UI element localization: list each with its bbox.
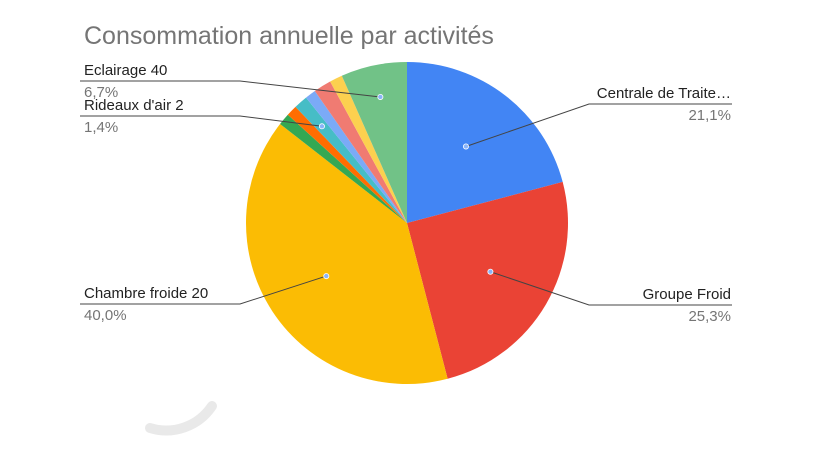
slice-percent-rideaux-d-air-2: 1,4% — [84, 119, 118, 136]
leader-line-rideaux-d-air-2 — [80, 115, 322, 127]
leader-line-groupe-froid — [490, 271, 732, 306]
pie-slice-4[interactable] — [287, 106, 407, 223]
leader-dot-chambre-froide-20 — [323, 273, 330, 280]
slice-label-rideaux-d-air-2: Rideaux d'air 2 — [84, 97, 184, 114]
pie-slice-8[interactable] — [330, 75, 407, 223]
slice-percent-eclairage-40: 6,7% — [84, 84, 118, 101]
leader-line-chambre-froide-20 — [80, 275, 327, 305]
leader-dot-centrale-de-traite — [462, 143, 469, 150]
leader-dot-rideaux-d-air-2 — [318, 123, 325, 130]
slice-percent-chambre-froide-20: 40,0% — [84, 307, 127, 324]
leader-line-eclairage-40 — [80, 80, 381, 98]
slice-percent-centrale-de-traite: 21,1% — [688, 107, 731, 124]
pie-slice-3[interactable] — [280, 114, 407, 223]
pie-slices — [246, 62, 568, 384]
loading-arc-decoration — [145, 401, 217, 436]
pie-slice-6[interactable] — [306, 91, 407, 223]
slice-label-groupe-froid: Groupe Froid — [643, 286, 731, 303]
slice-label-centrale-de-traite: Centrale de Traite… — [597, 85, 731, 102]
pie-slice-7[interactable] — [314, 81, 407, 223]
pie-slice-groupe-froid[interactable] — [407, 181, 568, 379]
slice-label-eclairage-40: Eclairage 40 — [84, 62, 167, 79]
leader-dot-groupe-froid — [487, 268, 494, 275]
pie-slice-chambre-froide-20[interactable] — [246, 123, 448, 384]
slice-percent-groupe-froid: 25,3% — [688, 308, 731, 325]
slice-labels: Centrale de Traite… 21,1% Groupe Froid 25,3… — [80, 62, 732, 325]
pie-slice-centrale-de-traite[interactable] — [407, 62, 563, 223]
pie-slice-eclairage-40[interactable] — [341, 62, 407, 223]
chart-title: Consommation annuelle par activités — [84, 22, 494, 50]
leader-line-centrale-de-traite — [465, 103, 732, 147]
leader-dot-eclairage-40 — [377, 93, 384, 100]
slice-label-chambre-froide-20: Chambre froide 20 — [84, 285, 208, 302]
pie-slice-rideaux-d-air-2[interactable] — [295, 97, 407, 223]
